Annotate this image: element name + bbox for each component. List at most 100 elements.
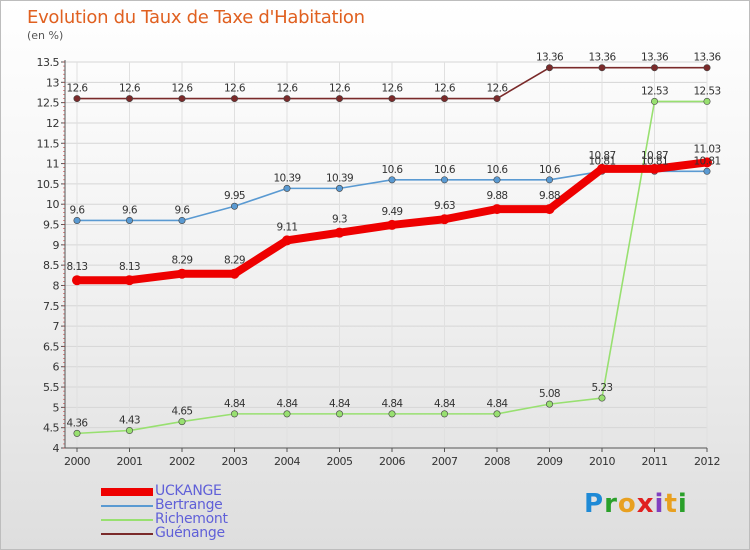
data-point bbox=[335, 95, 343, 103]
data-point bbox=[231, 202, 239, 210]
x-tick-label: 2010 bbox=[589, 455, 615, 468]
y-tick-label: 10.5 bbox=[37, 178, 60, 191]
y-tick-label: 7 bbox=[53, 320, 60, 333]
data-label: 12.6 bbox=[382, 83, 404, 95]
unit-label: (en %) bbox=[27, 29, 64, 42]
data-label: 9.6 bbox=[122, 204, 138, 216]
x-tick-label: 2001 bbox=[117, 455, 143, 468]
data-point bbox=[126, 216, 134, 224]
data-label: 13.36 bbox=[693, 52, 721, 64]
y-tick-label: 8.5 bbox=[43, 259, 59, 272]
y-tick-label: 11 bbox=[46, 158, 59, 171]
data-label: 12.6 bbox=[67, 83, 89, 95]
data-point bbox=[440, 410, 448, 418]
y-tick-label: 12.5 bbox=[37, 97, 60, 110]
data-label: 4.84 bbox=[329, 398, 351, 410]
x-tick-label: 2003 bbox=[222, 455, 248, 468]
data-point bbox=[598, 394, 606, 402]
data-label: 8.29 bbox=[172, 255, 193, 267]
data-point bbox=[231, 95, 239, 103]
x-tick-label: 2012 bbox=[694, 455, 720, 468]
data-label: 10.39 bbox=[326, 172, 353, 184]
data-label: 4.65 bbox=[172, 406, 193, 418]
data-point bbox=[335, 410, 343, 418]
x-tick-label: 2002 bbox=[169, 455, 195, 468]
legend-swatch bbox=[101, 533, 153, 535]
x-tick-label: 2011 bbox=[642, 455, 668, 468]
data-label: 12.6 bbox=[172, 83, 194, 95]
data-point bbox=[545, 400, 553, 408]
data-label: 11.03 bbox=[693, 143, 720, 155]
data-label: 4.84 bbox=[382, 398, 404, 410]
data-label: 12.6 bbox=[434, 83, 456, 95]
brand-letter: x bbox=[636, 489, 655, 519]
data-label: 4.43 bbox=[119, 415, 140, 427]
data-point bbox=[73, 95, 81, 103]
data-point bbox=[282, 235, 292, 246]
data-label: 4.84 bbox=[487, 398, 509, 410]
brand-letter: i bbox=[677, 489, 688, 519]
data-point bbox=[703, 97, 711, 105]
legend-label: Bertrange bbox=[155, 497, 223, 513]
data-label: 9.88 bbox=[487, 190, 508, 202]
data-label: 10.81 bbox=[588, 155, 615, 167]
data-label: 4.84 bbox=[224, 398, 246, 410]
data-point bbox=[703, 64, 711, 72]
data-point bbox=[545, 176, 553, 184]
data-label: 9.6 bbox=[175, 204, 191, 216]
data-point bbox=[388, 95, 396, 103]
data-label: 12.6 bbox=[119, 83, 141, 95]
y-tick-label: 4 bbox=[53, 442, 60, 455]
data-label: 10.6 bbox=[382, 164, 404, 176]
data-label: 12.6 bbox=[277, 83, 299, 95]
data-point bbox=[493, 410, 501, 418]
data-point bbox=[229, 268, 240, 279]
y-tick-label: 7.5 bbox=[43, 300, 59, 313]
data-label: 12.6 bbox=[329, 83, 351, 95]
data-point bbox=[440, 95, 448, 103]
data-point bbox=[439, 214, 450, 225]
brand-logo: Proxiti bbox=[584, 489, 688, 519]
data-label: 9.6 bbox=[70, 204, 86, 216]
data-label: 12.6 bbox=[487, 83, 509, 95]
data-point bbox=[283, 95, 291, 103]
brand-letter: P bbox=[584, 489, 605, 519]
data-point bbox=[388, 410, 396, 418]
data-point bbox=[73, 429, 81, 437]
data-point bbox=[388, 176, 396, 184]
data-point bbox=[283, 184, 291, 192]
data-point bbox=[73, 216, 81, 224]
data-point bbox=[126, 427, 134, 435]
brand-letter: i bbox=[654, 489, 665, 519]
data-label: 9.63 bbox=[434, 200, 455, 212]
x-tick-label: 2004 bbox=[274, 455, 300, 468]
y-tick-label: 4.5 bbox=[43, 422, 59, 435]
y-tick-label: 5 bbox=[53, 401, 60, 414]
brand-letter: t bbox=[664, 489, 678, 519]
data-point bbox=[492, 204, 502, 215]
y-tick-label: 6 bbox=[53, 361, 60, 374]
data-label: 12.53 bbox=[693, 85, 720, 97]
data-point bbox=[335, 184, 343, 192]
x-tick-label: 2006 bbox=[379, 455, 405, 468]
data-label: 5.08 bbox=[539, 388, 560, 400]
data-point bbox=[387, 219, 397, 230]
data-label: 13.36 bbox=[641, 52, 669, 64]
data-label: 5.23 bbox=[592, 382, 613, 394]
data-label: 4.84 bbox=[434, 398, 456, 410]
data-point bbox=[178, 418, 186, 426]
data-point bbox=[124, 275, 135, 286]
data-label: 9.95 bbox=[224, 190, 245, 202]
y-tick-label: 13 bbox=[46, 76, 59, 89]
data-label: 10.81 bbox=[641, 155, 668, 167]
x-tick-label: 2008 bbox=[484, 455, 510, 468]
data-point bbox=[544, 204, 555, 215]
y-tick-label: 12 bbox=[46, 117, 59, 130]
data-label: 10.39 bbox=[273, 172, 300, 184]
data-labels: 12.6 12.6 12.6 12.6 12.6 12.6 12.6 12.6 12.6 13.3… bbox=[67, 52, 723, 430]
brand-letter: r bbox=[604, 489, 618, 519]
data-point bbox=[545, 64, 553, 72]
data-label: 9.88 bbox=[539, 190, 560, 202]
